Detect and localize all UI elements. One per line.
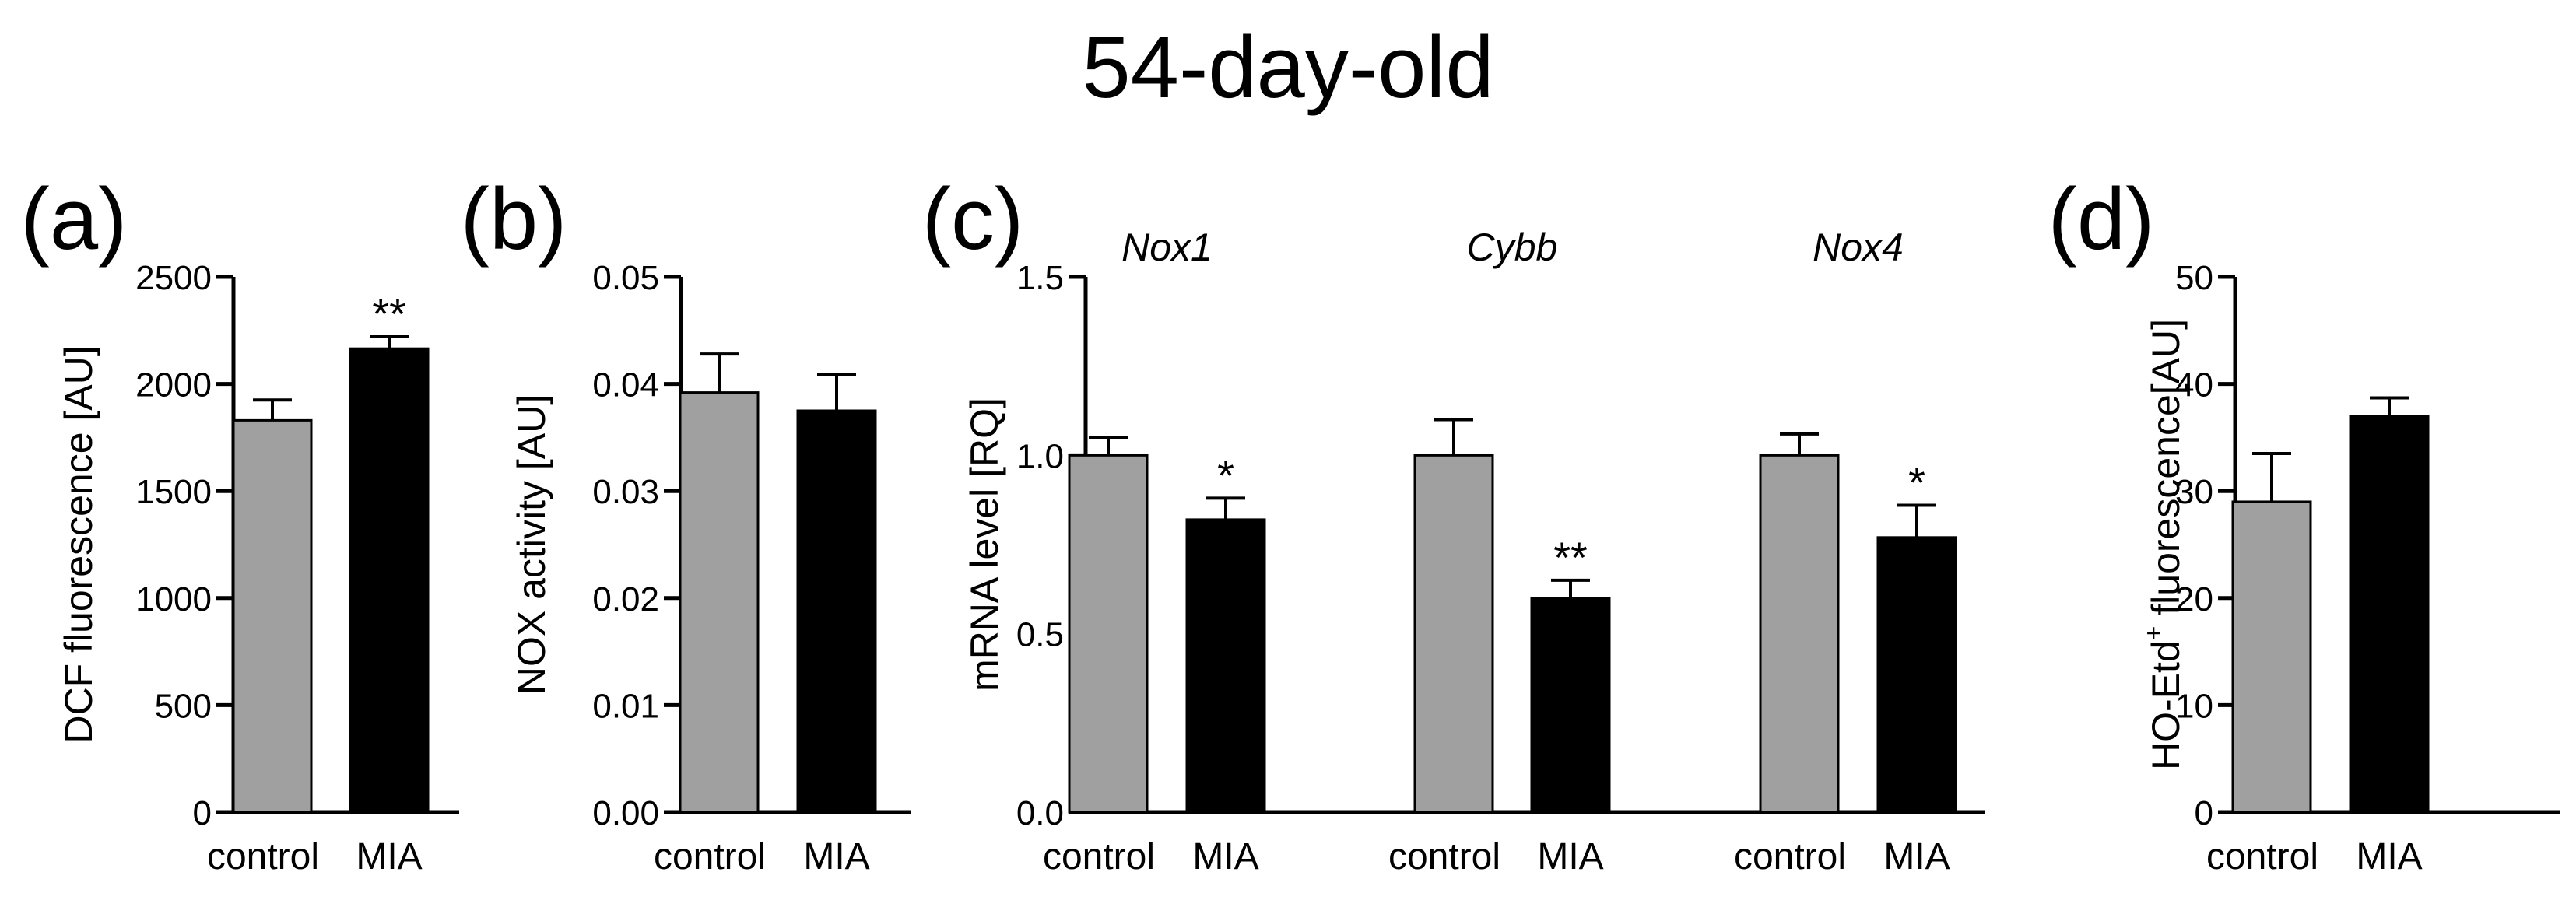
y-axis-label: HO-Etd+ fluorescence[AU] bbox=[2139, 319, 2188, 770]
y-tick-label: 40 bbox=[2175, 366, 2213, 404]
x-tick-label: MIA bbox=[1192, 836, 1258, 877]
x-tick-label: MIA bbox=[2356, 836, 2422, 877]
x-tick-label: MIA bbox=[1883, 836, 1950, 877]
x-tick-label: control bbox=[654, 836, 766, 877]
bar-mia bbox=[1185, 518, 1266, 814]
y-tick-label: 1000 bbox=[135, 580, 212, 618]
bar-control bbox=[679, 391, 760, 814]
y-axis-label: DCF fluorescence [AU] bbox=[57, 345, 100, 743]
bar-control bbox=[1068, 454, 1149, 814]
y-tick-label: 0.0 bbox=[1016, 794, 1064, 832]
panel-label: (d) bbox=[2048, 170, 2155, 268]
x-tick-label: control bbox=[207, 836, 319, 877]
y-tick-label: 0.05 bbox=[592, 259, 659, 297]
bar-mia bbox=[2349, 415, 2430, 814]
y-axis-label: mRNA level [RQ] bbox=[963, 397, 1006, 692]
group-name-label: Cybb bbox=[1467, 226, 1558, 269]
y-tick-label: 0.00 bbox=[592, 794, 659, 832]
y-axis-label-rest: fluorescence[AU] bbox=[2144, 319, 2188, 626]
y-tick-label: 500 bbox=[155, 687, 212, 725]
y-axis-label-main: HO-Etd bbox=[2144, 640, 2188, 770]
y-tick-label: 50 bbox=[2175, 259, 2213, 297]
panel-c: (c) 0.0 0.5 1.0 1.5 mRNA level [RQ] Nox1 contro… bbox=[922, 170, 1985, 877]
bar-mia bbox=[796, 409, 877, 814]
panel-label: (c) bbox=[922, 170, 1024, 268]
panel-d: (d) 0 10 20 30 40 50 HO-Etd+ fluorescence[AU] co… bbox=[2048, 170, 2560, 877]
bar-control bbox=[232, 418, 313, 814]
y-axis-label: NOX activity [AU] bbox=[510, 394, 553, 695]
y-tick-label: 0 bbox=[2195, 794, 2213, 832]
x-tick-label: control bbox=[1388, 836, 1500, 877]
y-tick-label: 1500 bbox=[135, 473, 212, 511]
y-tick-label: 0.03 bbox=[592, 473, 659, 511]
x-tick-label: control bbox=[2206, 836, 2318, 877]
significance-marker: ** bbox=[1553, 533, 1588, 582]
y-tick-label: 0.5 bbox=[1016, 616, 1064, 654]
x-tick-label: control bbox=[1043, 836, 1155, 877]
bar-mia bbox=[349, 347, 430, 814]
y-tick-label: 20 bbox=[2175, 580, 2213, 618]
y-tick-label: 0.04 bbox=[592, 366, 659, 404]
x-tick-label: MIA bbox=[1537, 836, 1603, 877]
bar-control bbox=[2231, 500, 2312, 814]
y-tick-label: 0.02 bbox=[592, 580, 659, 618]
bar-control bbox=[1759, 454, 1840, 814]
y-tick-label: 10 bbox=[2175, 687, 2213, 725]
bar-mia bbox=[1530, 597, 1611, 814]
y-tick-label: 30 bbox=[2175, 473, 2213, 511]
significance-marker: * bbox=[1908, 458, 1925, 507]
y-tick-label: 2500 bbox=[135, 259, 212, 297]
y-tick-label: 2000 bbox=[135, 366, 212, 404]
x-tick-label: control bbox=[1734, 836, 1846, 877]
x-tick-label: MIA bbox=[803, 836, 869, 877]
group-name-label: Nox4 bbox=[1813, 226, 1904, 269]
y-tick-label: 1.5 bbox=[1016, 259, 1064, 297]
panel-label: (a) bbox=[21, 170, 128, 268]
y-tick-label: 0 bbox=[193, 794, 212, 832]
y-tick-label: 0.01 bbox=[592, 687, 659, 725]
y-axis-label-superscript: + bbox=[2139, 626, 2167, 641]
figure-title: 54-day-old bbox=[1082, 19, 1493, 116]
significance-marker: * bbox=[1217, 450, 1234, 499]
panel-label: (b) bbox=[461, 170, 567, 268]
panel-a: (a) 0 500 1000 1500 2000 2500 DCF fluorescence … bbox=[21, 170, 459, 877]
panel-b: (b) 0.00 0.01 0.02 0.03 0.04 0.05 NOX activity … bbox=[461, 170, 911, 877]
significance-marker: ** bbox=[372, 289, 406, 338]
bar-control bbox=[1413, 454, 1494, 814]
x-tick-label: MIA bbox=[356, 836, 422, 877]
y-tick-label: 1.0 bbox=[1016, 437, 1064, 475]
group-name-label: Nox1 bbox=[1121, 226, 1213, 269]
bar-mia bbox=[1876, 536, 1957, 814]
